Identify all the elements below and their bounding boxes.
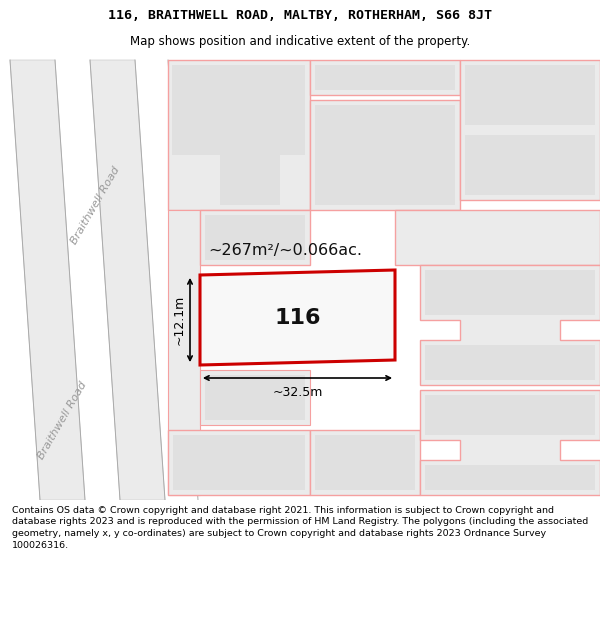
Text: 116, BRAITHWELL ROAD, MALTBY, ROTHERHAM, S66 8JT: 116, BRAITHWELL ROAD, MALTBY, ROTHERHAM,… bbox=[108, 9, 492, 22]
Polygon shape bbox=[10, 60, 85, 500]
Polygon shape bbox=[90, 60, 165, 500]
Polygon shape bbox=[395, 210, 600, 265]
Text: ~32.5m: ~32.5m bbox=[272, 386, 323, 399]
Polygon shape bbox=[168, 430, 310, 495]
Polygon shape bbox=[425, 270, 595, 315]
Text: ~267m²/~0.066ac.: ~267m²/~0.066ac. bbox=[208, 242, 362, 258]
Polygon shape bbox=[205, 375, 305, 420]
Text: Map shows position and indicative extent of the property.: Map shows position and indicative extent… bbox=[130, 35, 470, 48]
Polygon shape bbox=[205, 215, 305, 260]
Polygon shape bbox=[310, 60, 460, 95]
Polygon shape bbox=[168, 60, 310, 210]
Polygon shape bbox=[425, 465, 595, 490]
Polygon shape bbox=[420, 390, 600, 495]
Polygon shape bbox=[425, 345, 595, 380]
Polygon shape bbox=[315, 65, 455, 90]
Text: ~12.1m: ~12.1m bbox=[173, 295, 186, 345]
Polygon shape bbox=[460, 60, 600, 200]
Polygon shape bbox=[420, 265, 600, 385]
Text: Contains OS data © Crown copyright and database right 2021. This information is : Contains OS data © Crown copyright and d… bbox=[12, 506, 588, 550]
Polygon shape bbox=[315, 435, 415, 490]
Polygon shape bbox=[465, 65, 595, 125]
Polygon shape bbox=[310, 100, 460, 210]
Polygon shape bbox=[465, 135, 595, 195]
Polygon shape bbox=[310, 430, 420, 495]
Polygon shape bbox=[172, 65, 305, 155]
Polygon shape bbox=[425, 395, 595, 435]
Polygon shape bbox=[200, 370, 310, 425]
Polygon shape bbox=[220, 155, 280, 205]
Text: 116: 116 bbox=[274, 308, 321, 328]
Text: Braithwell Road: Braithwell Road bbox=[36, 379, 88, 461]
Polygon shape bbox=[200, 270, 395, 365]
Polygon shape bbox=[168, 210, 200, 495]
Polygon shape bbox=[200, 210, 310, 265]
Polygon shape bbox=[315, 105, 455, 205]
Text: Braithwell Road: Braithwell Road bbox=[69, 164, 121, 246]
Polygon shape bbox=[173, 435, 305, 490]
